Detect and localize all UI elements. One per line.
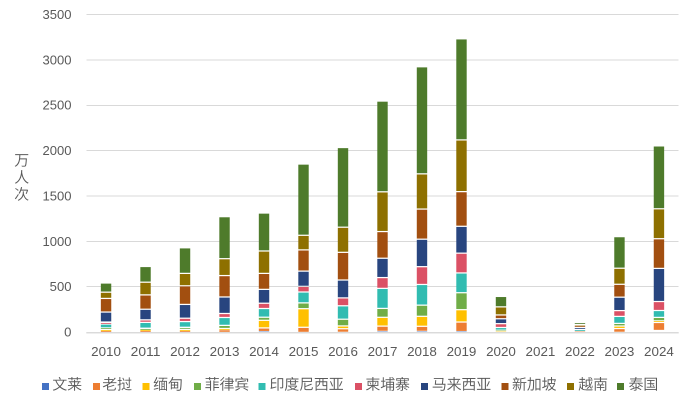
svg-text:0: 0	[64, 325, 71, 340]
svg-text:2500: 2500	[43, 98, 72, 113]
svg-text:2023: 2023	[605, 344, 635, 359]
svg-text:2020: 2020	[486, 344, 516, 359]
svg-text:1000: 1000	[43, 234, 72, 249]
svg-text:3500: 3500	[43, 7, 72, 22]
svg-text:2019: 2019	[447, 344, 477, 359]
svg-text:2021: 2021	[526, 344, 556, 359]
svg-text:2011: 2011	[131, 344, 161, 359]
svg-text:2018: 2018	[407, 344, 437, 359]
svg-text:2000: 2000	[43, 143, 72, 158]
svg-text:2015: 2015	[289, 344, 319, 359]
svg-text:2013: 2013	[210, 344, 240, 359]
svg-text:2010: 2010	[91, 344, 121, 359]
svg-text:2014: 2014	[249, 344, 279, 359]
svg-text:2012: 2012	[170, 344, 200, 359]
svg-text:500: 500	[50, 279, 72, 294]
svg-text:2017: 2017	[368, 344, 398, 359]
svg-text:2016: 2016	[328, 344, 358, 359]
svg-text:1500: 1500	[43, 188, 72, 203]
svg-text:3000: 3000	[43, 52, 72, 67]
svg-text:2022: 2022	[565, 344, 595, 359]
svg-text:2024: 2024	[644, 344, 674, 359]
